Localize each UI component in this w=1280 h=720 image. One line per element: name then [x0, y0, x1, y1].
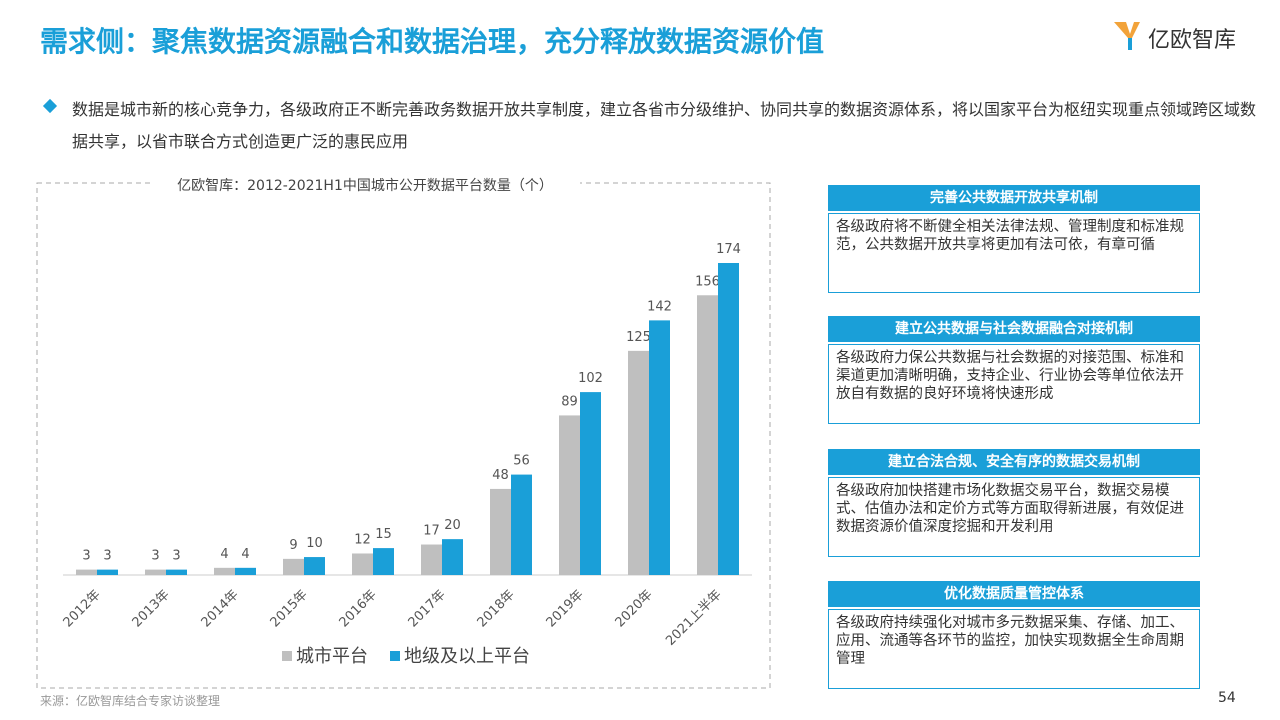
data-label: 102 [578, 371, 603, 386]
chart-title: 亿欧智库：2012-2021H1中国城市公开数据平台数量（个） [177, 177, 553, 194]
logo-icon [1114, 22, 1140, 50]
x-tick-label: 2016年 [337, 587, 380, 630]
card-title: 建立公共数据与社会数据融合对接机制 [828, 316, 1200, 342]
data-label: 142 [647, 299, 672, 314]
data-label: 4 [241, 547, 249, 562]
bar [628, 350, 649, 575]
bar [421, 544, 442, 575]
data-label: 48 [492, 468, 509, 483]
chart-frame [36, 182, 771, 689]
data-label: 3 [172, 549, 180, 564]
data-label: 156 [695, 274, 720, 289]
x-tick-label: 2019年 [544, 587, 587, 630]
data-label: 17 [423, 524, 440, 539]
bar [559, 415, 580, 575]
data-label: 12 [354, 532, 371, 547]
data-label: 10 [306, 536, 323, 551]
data-label: 89 [561, 394, 578, 409]
bar [352, 553, 373, 575]
x-tick-label: 2013年 [130, 587, 173, 630]
x-tick-label: 2018年 [475, 587, 518, 630]
bar [442, 539, 463, 575]
slide-title: 需求侧：聚焦数据资源融合和数据治理，充分释放数据资源价值 [40, 25, 825, 58]
logo-text: 亿欧智库 [1148, 28, 1237, 53]
bar [97, 569, 118, 575]
bar [304, 557, 325, 575]
card-text: 各级政府力保公共数据与社会数据的对接范围、标准和渠道更加清晰明确，支持企业、行业… [828, 344, 1200, 424]
bar [373, 548, 394, 575]
card-title: 建立合法合规、安全有序的数据交易机制 [828, 449, 1200, 475]
bar [145, 569, 166, 575]
data-label: 3 [82, 549, 90, 564]
legend-swatch [282, 651, 292, 661]
data-label: 4 [220, 547, 228, 562]
x-tick-label: 2017年 [406, 587, 449, 630]
bar [214, 567, 235, 575]
bar [580, 392, 601, 575]
bar [283, 558, 304, 575]
x-tick-label: 2012年 [61, 587, 104, 630]
bar [697, 295, 718, 575]
x-tick-label: 2015年 [268, 587, 311, 630]
data-label: 174 [716, 242, 741, 257]
page-number: 54 [1218, 690, 1236, 706]
data-label: 3 [151, 549, 159, 564]
legend-label: 地级及以上平台 [404, 646, 530, 667]
bar [76, 569, 97, 575]
bar [511, 474, 532, 575]
card-text: 各级政府加快搭建市场化数据交易平台，数据交易模式、估值办法和定价方式等方面取得新… [828, 477, 1200, 557]
legend-swatch [390, 651, 400, 661]
x-tick-label: 2014年 [199, 587, 242, 630]
data-label: 20 [444, 518, 461, 533]
data-label: 3 [103, 549, 111, 564]
card-text: 各级政府持续强化对城市多元数据采集、存储、加工、应用、流通等各环节的监控，加快实… [828, 609, 1200, 689]
card-text: 各级政府将不断健全相关法律法规、管理制度和标准规范，公共数据开放共享将更加有法可… [828, 213, 1200, 293]
title-bg [150, 175, 580, 195]
bar [235, 567, 256, 575]
x-tick-label: 2021上半年 [663, 587, 725, 649]
x-tick-label: 2020年 [613, 587, 656, 630]
data-label: 9 [289, 538, 297, 553]
data-label: 56 [513, 454, 530, 469]
card-title: 优化数据质量管控体系 [828, 581, 1200, 607]
data-label: 125 [626, 330, 651, 345]
bar [490, 488, 511, 575]
legend-label: 城市平台 [296, 646, 368, 667]
bullet-text: 数据是城市新的核心竞争力，各级政府正不断完善政务数据开放共享制度，建立各省市分级… [72, 100, 1257, 151]
bar [649, 320, 670, 575]
bar [166, 569, 187, 575]
bar [718, 263, 739, 575]
source: 来源：亿欧智库结合专家访谈整理 [40, 694, 221, 708]
data-label: 15 [375, 527, 392, 542]
card-title: 完善公共数据开放共享机制 [828, 185, 1200, 211]
